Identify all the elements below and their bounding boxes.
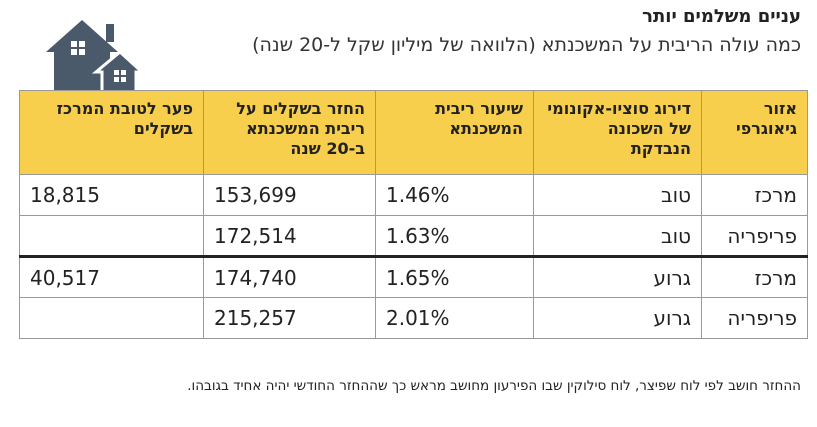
cell-region: מרכז [701,174,808,216]
cell-repayment: 172,514 [203,215,376,257]
footnote: ההחזר חושב לפי לוח שפיצר, לוח סילוקין שב… [187,378,801,394]
cell-gap [19,297,204,339]
column-header-gap: פער לטובת המרכז בשקלים [19,90,204,175]
cell-rating: טוב [533,174,702,216]
table-header-row: אזור גיאוגרפי דירוג סוציו-אקונומי של השכ… [19,90,808,175]
cell-region: פריפריה [701,297,808,339]
cell-gap: 40,517 [19,255,204,298]
table-row: פריפריה גרוע 2.01% 215,257 [19,297,808,339]
cell-repayment: 153,699 [203,174,376,216]
cell-region: פריפריה [701,215,808,257]
table-row: פריפריה טוב 1.63% 172,514 [19,215,808,257]
table-row: מרכז טוב 1.46% 153,699 18,815 [19,174,808,216]
cell-region: מרכז [701,255,808,298]
cell-rating: גרוע [533,255,702,298]
page-title: עניים משלמים יותר [642,6,801,27]
houses-icon [46,20,142,92]
cell-gap: 18,815 [19,174,204,216]
table-row: מרכז גרוע 1.65% 174,740 40,517 [19,255,808,298]
column-header-rating: דירוג סוציו-אקונומי של השכונה הנבדקת [533,90,702,175]
column-header-repayment: החזר בשקלים על ריבית המשכנתא ב-20 שנה [203,90,376,175]
data-table: אזור גיאוגרפי דירוג סוציו-אקונומי של השכ… [19,90,808,339]
cell-rating: גרוע [533,297,702,339]
cell-rating: טוב [533,215,702,257]
column-header-rate: שיעור ריבית המשכנתא [375,90,534,175]
cell-rate: 2.01% [375,297,534,339]
cell-rate: 1.65% [375,255,534,298]
cell-rate: 1.46% [375,174,534,216]
cell-rate: 1.63% [375,215,534,257]
cell-repayment: 215,257 [203,297,376,339]
cell-repayment: 174,740 [203,255,376,298]
cell-gap [19,215,204,257]
column-header-region: אזור גיאוגרפי [701,90,808,175]
page-subtitle: כמה עולה הריבית על המשכנתא (הלוואה של מי… [252,34,801,56]
